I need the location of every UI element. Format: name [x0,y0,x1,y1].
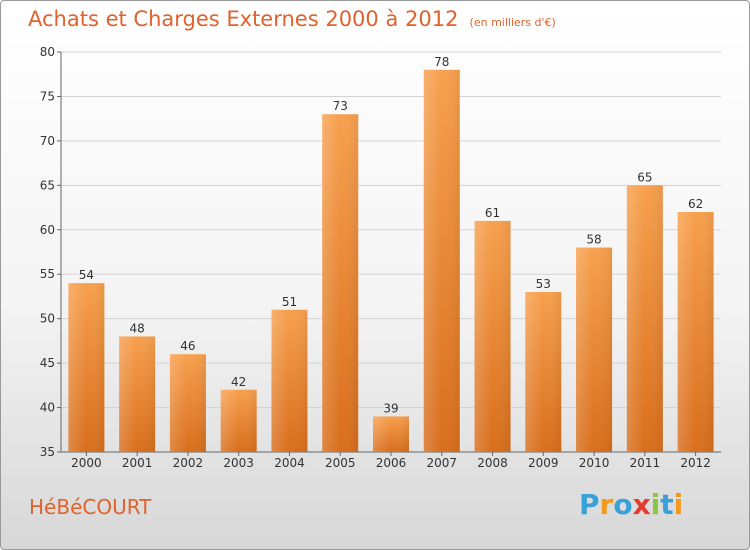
x-tick-label: 2003 [223,456,254,470]
x-tick-label: 2010 [579,456,610,470]
labels: 35 40 45 50 55 60 65 70 75 80 54 2000 48 2001 46 2002 42… [40,45,711,470]
bar-shine [119,336,156,452]
chart-subtitle: (en milliers d'€) [469,16,556,29]
y-tick-label: 50 [40,312,55,326]
bar-value-label: 78 [434,55,449,69]
x-tick-label: 2012 [680,456,711,470]
logo-letter: x [632,488,651,521]
bars [68,69,714,453]
bar-value-label: 58 [586,233,601,247]
y-tick-label: 55 [40,267,55,281]
logo-letter: P [579,488,600,521]
logo-letter: i [673,488,684,521]
x-tick-label: 2000 [71,456,102,470]
bar-shine [423,69,460,453]
y-tick-label: 60 [40,223,55,237]
logo-letter: o [613,488,633,521]
bar-shine [322,114,359,452]
bar-shine [220,389,257,452]
bar-value-label: 54 [79,268,94,282]
y-tick-label: 75 [40,89,55,103]
grid-lines [61,51,721,409]
bar-shine [169,354,206,452]
logo-letter: i [650,488,661,521]
bar-value-label: 62 [688,197,703,211]
logo-letter: t [660,488,674,521]
bar-value-label: 65 [637,170,652,184]
bar-value-label: 53 [536,277,551,291]
bar-value-label: 42 [231,375,246,389]
x-tick-label: 2009 [528,456,559,470]
bar-shine [525,292,562,452]
y-tick-label: 40 [40,401,55,415]
bar-shine [677,212,714,452]
bar-value-label: 48 [130,321,145,335]
proxiti-logo[interactable]: Proxiti [579,488,683,521]
x-tick-label: 2005 [325,456,356,470]
x-tick-label: 2006 [376,456,407,470]
y-tick-label: 70 [40,134,55,148]
y-tick-label: 65 [40,178,55,192]
x-tick-label: 2002 [173,456,204,470]
bar-value-label: 61 [485,206,500,220]
bar-value-label: 51 [282,295,297,309]
bar-value-label: 73 [333,99,348,113]
chart-title: Achats et Charges Externes 2000 à 2012 [28,7,459,31]
x-tick-label: 2011 [630,456,661,470]
y-tick-label: 35 [40,445,55,459]
commune-name: HéBéCOURT [29,495,152,519]
bar-value-label: 39 [383,401,398,415]
bar-shine [576,247,613,452]
bar-shine [626,185,663,453]
bar-value-label: 46 [180,339,195,353]
title-row: Achats et Charges Externes 2000 à 2012 (… [28,7,556,31]
bar-shine [474,220,511,452]
x-tick-label: 2001 [122,456,153,470]
x-tick-label: 2004 [274,456,305,470]
logo-letter: r [599,488,614,521]
x-tick-label: 2007 [426,456,457,470]
bar-shine [373,416,409,452]
axes [57,51,721,456]
bar-shine [271,309,308,452]
y-tick-label: 80 [40,45,55,59]
bar-shine [68,283,105,452]
y-tick-label: 45 [40,356,55,370]
x-tick-label: 2008 [477,456,508,470]
